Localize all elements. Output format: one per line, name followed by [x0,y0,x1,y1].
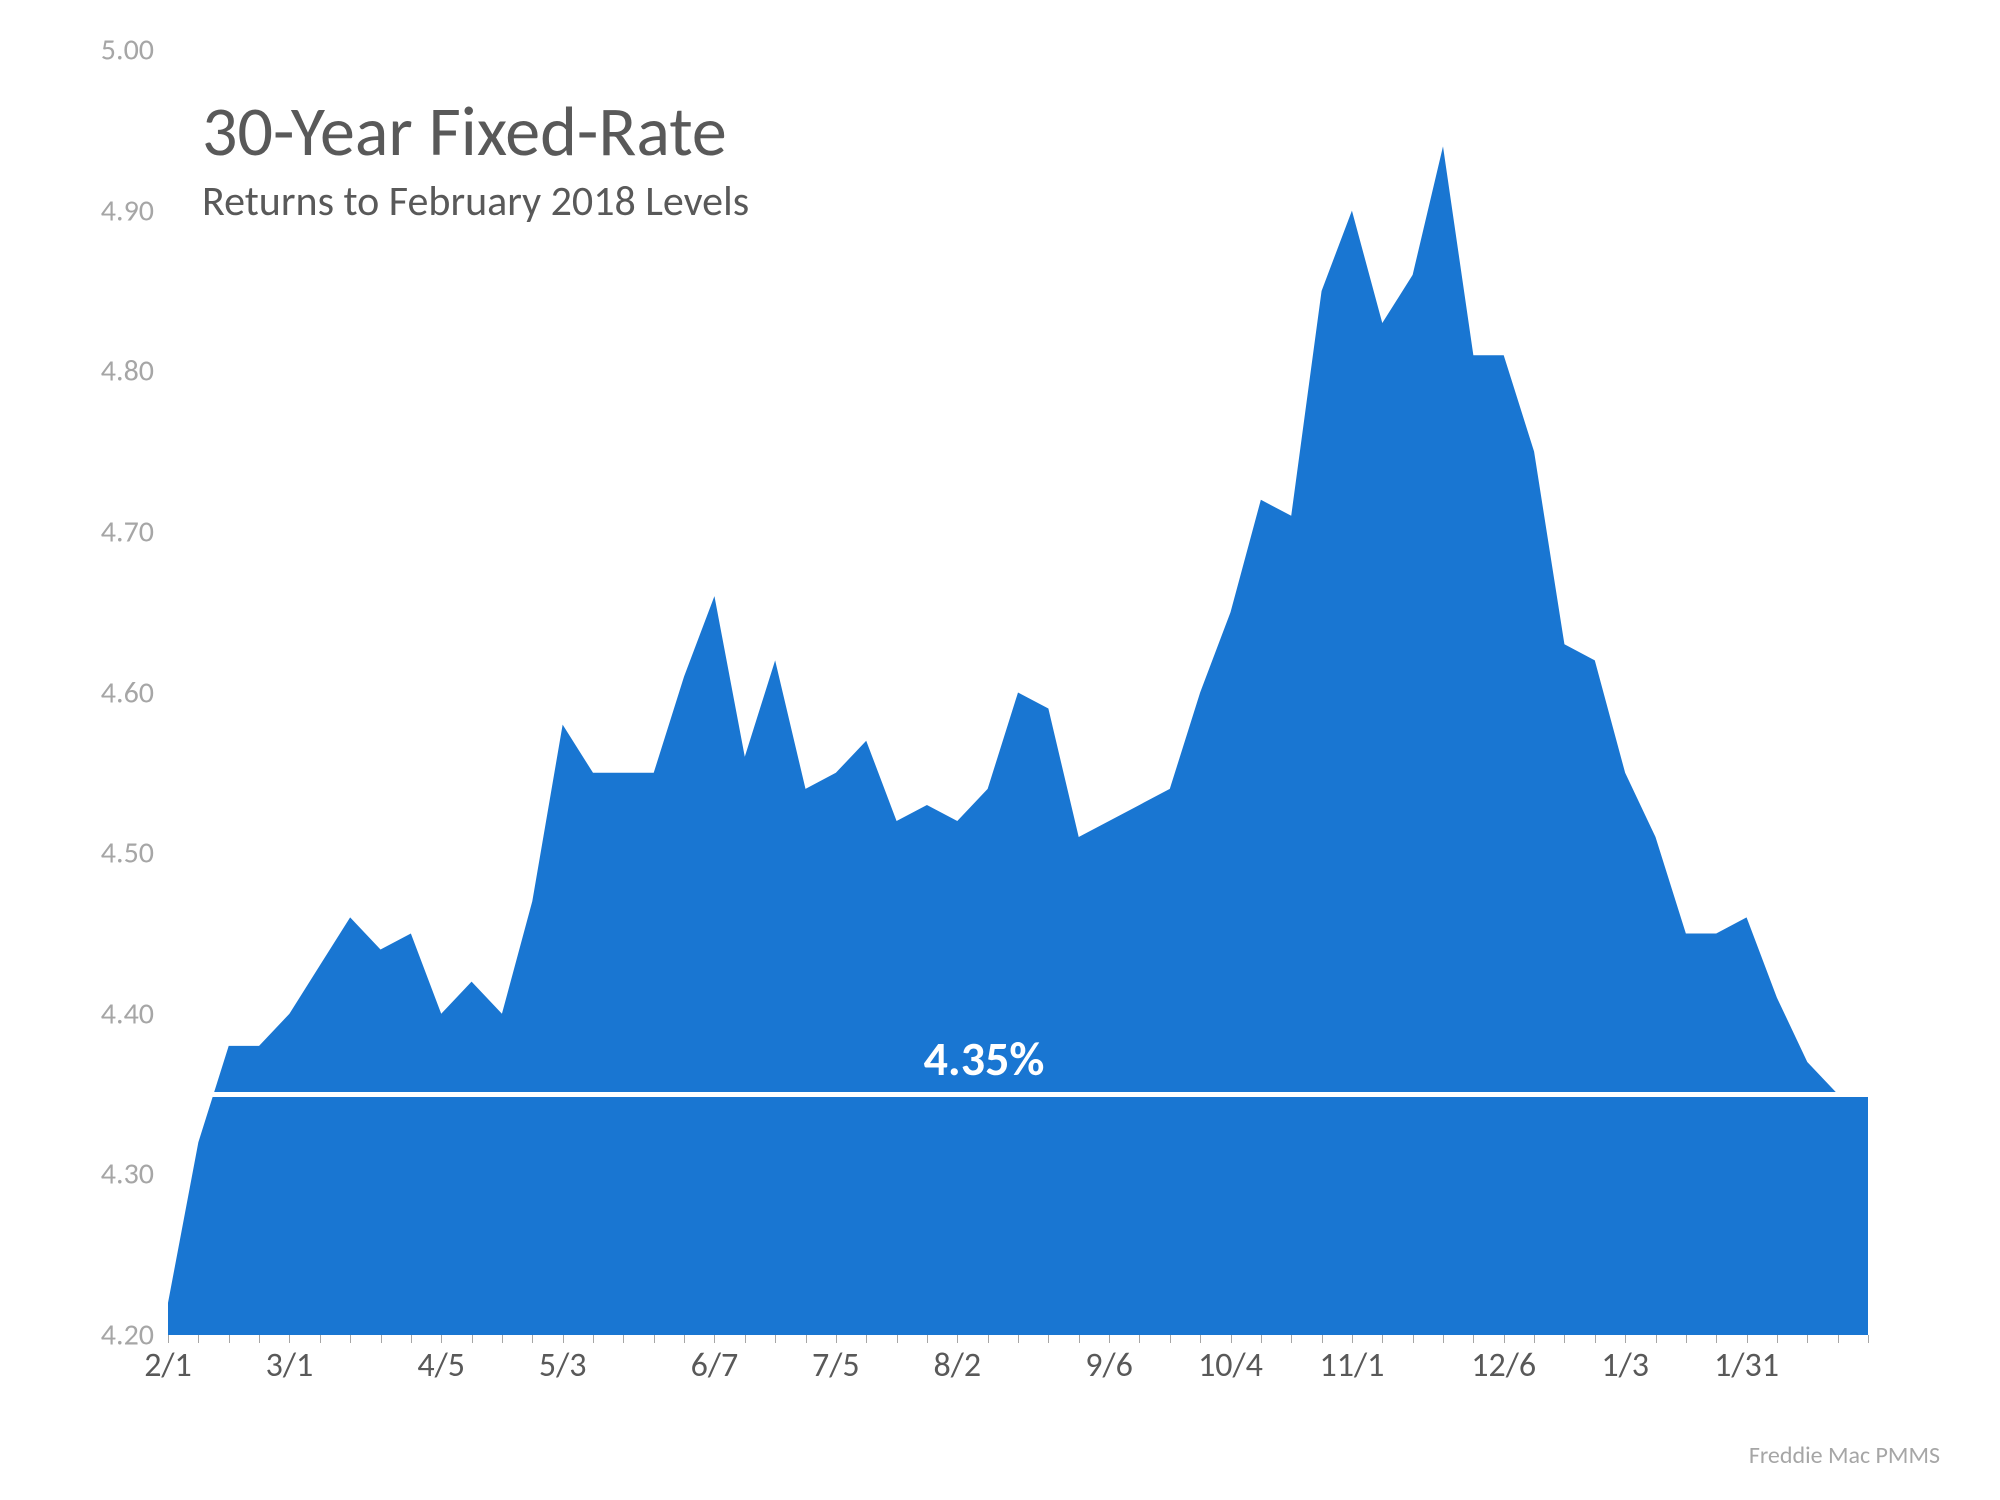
x-axis-tick-mark [1139,1335,1140,1343]
x-axis-tick-mark [866,1335,867,1343]
x-axis-tick-mark [1686,1335,1687,1343]
x-axis-tick-mark [532,1335,533,1343]
y-axis-tick-label: 5.00 [101,32,168,69]
reference-line [168,1092,1868,1097]
x-axis-tick-mark [1443,1335,1444,1343]
x-axis-tick-mark [350,1335,351,1343]
chart-title-block: 30-Year Fixed-Rate Returns to February 2… [202,95,749,228]
x-axis-tick-mark [775,1335,776,1343]
x-axis-tick-mark [198,1335,199,1343]
x-axis-tick-label: 7/5 [812,1335,860,1386]
x-axis-tick-mark [320,1335,321,1343]
x-axis-tick-label: 2/1 [144,1335,192,1386]
x-axis-tick-label: 5/3 [539,1335,587,1386]
x-axis-tick-mark [411,1335,412,1343]
x-axis-tick-mark [1868,1335,1869,1343]
x-axis-tick-label: 10/4 [1198,1335,1263,1386]
x-axis-tick-mark [988,1335,989,1343]
plot-area: 4.35% 30-Year Fixed-Rate Returns to Febr… [168,50,1868,1335]
area-fill [168,50,1868,1335]
x-axis-tick-mark [1807,1335,1808,1343]
x-axis-tick-mark [927,1335,928,1343]
y-axis-tick-label: 4.30 [101,1156,168,1193]
x-axis-tick-mark [1413,1335,1414,1343]
x-axis-tick-mark [654,1335,655,1343]
y-axis-tick-label: 4.40 [101,995,168,1032]
x-axis-tick-mark [806,1335,807,1343]
x-axis-tick-mark [502,1335,503,1343]
y-axis-tick-label: 4.50 [101,835,168,872]
x-axis-tick-mark [381,1335,382,1343]
x-axis-tick-label: 12/6 [1471,1335,1536,1386]
chart-container: 4.35% 30-Year Fixed-Rate Returns to Febr… [0,0,2000,1500]
chart-title: 30-Year Fixed-Rate [202,95,749,169]
reference-line-label: 4.35% [924,1029,1045,1088]
x-axis-tick-label: 1/3 [1601,1335,1649,1386]
x-axis-tick-mark [623,1335,624,1343]
x-axis-tick-label: 6/7 [691,1335,739,1386]
y-axis-tick-label: 4.90 [101,192,168,229]
x-axis-tick-mark [684,1335,685,1343]
x-axis-tick-mark [593,1335,594,1343]
x-axis-tick-mark [472,1335,473,1343]
chart-subtitle: Returns to February 2018 Levels [202,176,749,227]
x-axis-tick-mark [229,1335,230,1343]
x-axis-tick-mark [745,1335,746,1343]
y-axis-tick-label: 4.80 [101,353,168,390]
x-axis-tick-mark [1838,1335,1839,1343]
x-axis-tick-mark [1079,1335,1080,1343]
x-axis-tick-label: 8/2 [933,1335,981,1386]
x-axis-tick-label: 4/5 [417,1335,465,1386]
x-axis-tick-mark [1564,1335,1565,1343]
x-axis-tick-mark [1595,1335,1596,1343]
x-axis-tick-mark [259,1335,260,1343]
x-axis-tick-mark [1170,1335,1171,1343]
x-axis-tick-label: 11/1 [1320,1335,1385,1386]
x-axis-tick-mark [1048,1335,1049,1343]
y-axis-tick-label: 4.60 [101,674,168,711]
x-axis-tick-label: 9/6 [1085,1335,1133,1386]
x-axis-tick-mark [1656,1335,1657,1343]
x-axis-tick-mark [897,1335,898,1343]
x-axis-tick-label: 1/31 [1714,1335,1779,1386]
x-axis-tick-mark [1018,1335,1019,1343]
source-attribution: Freddie Mac PMMS [1749,1441,1940,1470]
x-axis-tick-mark [1291,1335,1292,1343]
x-axis-tick-label: 3/1 [266,1335,314,1386]
y-axis-tick-label: 4.70 [101,513,168,550]
